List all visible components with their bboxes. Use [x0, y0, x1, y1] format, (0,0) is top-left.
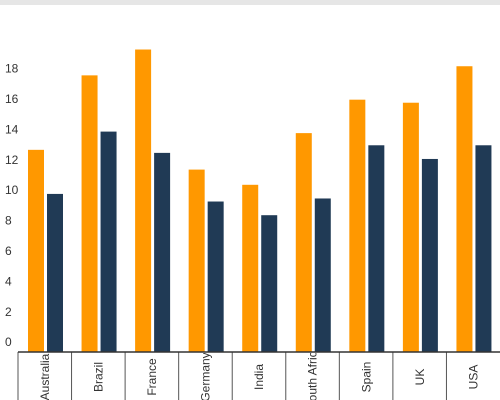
bar [314, 198, 331, 352]
y-tick-label: 10 [5, 183, 19, 197]
x-tick-label: USA [466, 365, 480, 390]
y-tick-label: 12 [5, 153, 19, 167]
y-tick-label: 2 [5, 305, 12, 319]
bar [135, 49, 152, 353]
x-tick-label: Australia [38, 353, 52, 400]
y-tick-label: 0 [5, 335, 12, 349]
y-tick-label: 4 [5, 274, 12, 288]
x-tick-label: Germany [199, 352, 213, 400]
y-tick-label: 18 [5, 62, 19, 76]
y-tick-label: 16 [5, 92, 19, 106]
bar [100, 131, 117, 352]
x-tick-label: India [252, 364, 266, 390]
bar [188, 169, 205, 352]
bar [47, 193, 63, 352]
bar [242, 184, 259, 352]
x-tick-label: France [145, 358, 159, 396]
header-strip [0, 0, 500, 5]
bar [368, 145, 385, 352]
x-tick-label: Spain [359, 362, 373, 393]
x-tick-label: Brazil [92, 362, 106, 392]
bar [402, 102, 419, 352]
x-tick-label: South Africa [306, 344, 320, 400]
bar [295, 133, 312, 352]
bar [456, 66, 473, 353]
bar [207, 201, 224, 352]
x-tick-label: UK [413, 369, 427, 386]
bar [154, 152, 171, 352]
y-tick-label: 8 [5, 214, 12, 228]
x-labels: Australia Brazil France Germany India South A… [38, 344, 480, 400]
bar [349, 99, 366, 353]
bar [261, 215, 278, 352]
y-tick-label: 6 [5, 244, 12, 258]
bar [475, 145, 492, 352]
bar [28, 149, 44, 352]
bar [81, 75, 98, 353]
bar [421, 158, 438, 352]
y-tick-label: 14 [5, 122, 19, 136]
